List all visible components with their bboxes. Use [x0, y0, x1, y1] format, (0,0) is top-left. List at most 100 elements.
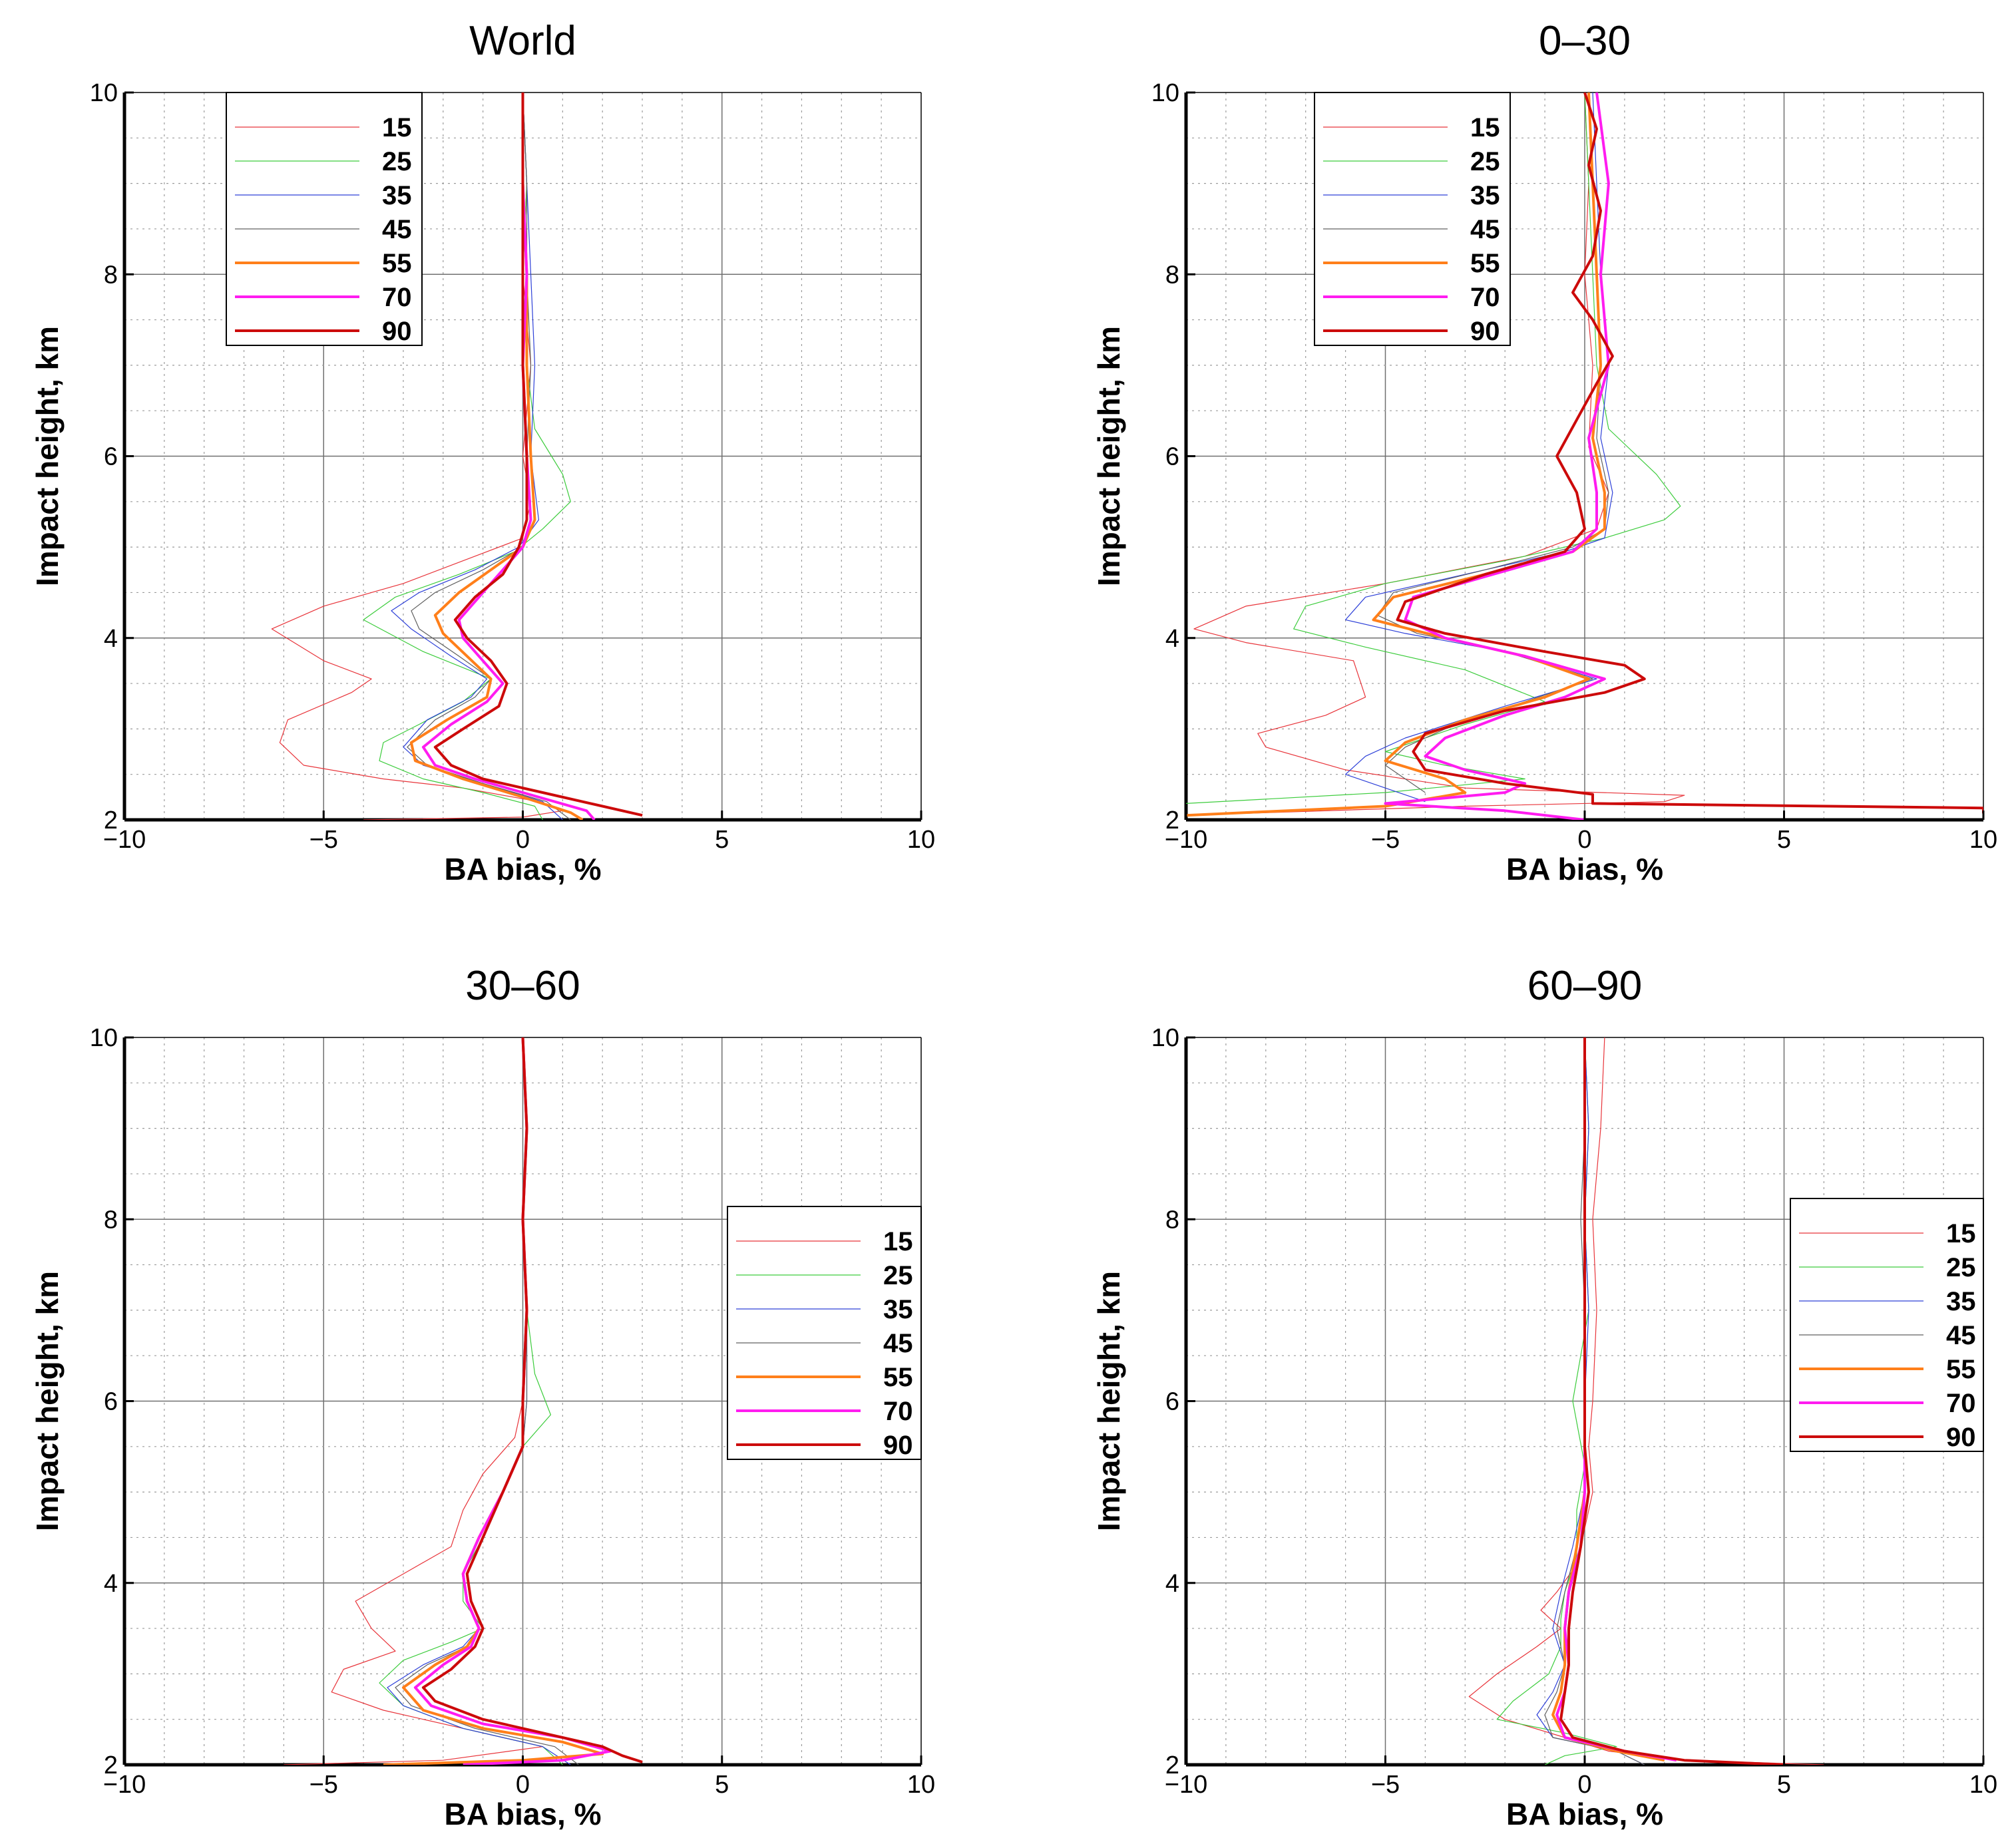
legend-label-15: 15 [382, 113, 412, 142]
x-tick-label: −10 [103, 1771, 146, 1799]
series-line-45 [1544, 1037, 1645, 1765]
legend-label-15: 15 [1470, 113, 1500, 142]
x-tick-label: −5 [1371, 826, 1400, 854]
x-tick-label: 0 [516, 1771, 530, 1799]
legend-label-25: 25 [1470, 147, 1500, 176]
legend-label-70: 70 [883, 1397, 913, 1426]
y-tick-label: 2 [1165, 807, 1179, 834]
x-tick-label: −5 [309, 1771, 338, 1799]
legend-box [226, 92, 423, 346]
legend-label-25: 25 [883, 1261, 913, 1290]
legend-label-70: 70 [382, 283, 412, 312]
series-line-90 [1559, 1037, 1784, 1765]
legend-label-90: 90 [382, 317, 412, 346]
legend-label-70: 70 [1470, 283, 1500, 312]
y-axis-label: Impact height, km [30, 326, 65, 586]
y-axis-label: Impact height, km [1092, 1271, 1126, 1531]
chart-panel-3: −10 −5 0 5 10 2 4 6 8 10 30–60 BA bias, % Impact hei… [30, 963, 935, 1830]
y-tick-label: 4 [1165, 625, 1179, 653]
y-tick-label: 6 [104, 1388, 118, 1416]
series-group [284, 1037, 643, 1765]
y-tick-label: 4 [104, 625, 118, 653]
series-group [1186, 92, 1983, 820]
series-line-90 [1396, 92, 1983, 814]
legend: 15 25 35 45 55 70 90 [1314, 92, 1511, 346]
x-tick-label: 5 [715, 826, 729, 854]
y-tick-label: 6 [1165, 1388, 1179, 1416]
x-tick-label: −10 [103, 826, 146, 854]
series-line-15 [1468, 1037, 1824, 1765]
legend-label-25: 25 [382, 147, 412, 176]
legend-label-35: 35 [1946, 1287, 1976, 1316]
legend-label-35: 35 [883, 1295, 913, 1324]
legend-label-55: 55 [883, 1363, 913, 1392]
y-tick-label: 8 [1165, 1206, 1179, 1234]
y-tick-label: 4 [1165, 1570, 1179, 1598]
legend-label-55: 55 [382, 249, 412, 278]
x-axis-label: BA bias, % [1506, 1797, 1663, 1830]
chart-title: 30–60 [465, 963, 580, 1009]
y-tick-label: 4 [104, 1570, 118, 1598]
y-tick-label: 2 [1165, 1751, 1179, 1779]
legend-label-90: 90 [1470, 317, 1500, 346]
x-tick-label: 5 [715, 1771, 729, 1799]
x-tick-label: −10 [1165, 826, 1207, 854]
legend-label-55: 55 [1946, 1355, 1976, 1384]
x-tick-label: 0 [1577, 1771, 1591, 1799]
legend-box [1790, 1198, 1984, 1452]
x-tick-label: 10 [907, 1771, 935, 1799]
legend: 15 25 35 45 55 70 90 [1790, 1198, 1984, 1452]
x-tick-label: −5 [309, 826, 338, 854]
x-axis-label: BA bias, % [444, 852, 601, 886]
legend: 15 25 35 45 55 70 90 [226, 92, 423, 346]
chart-title: World [469, 18, 576, 64]
y-tick-label: 6 [1165, 443, 1179, 471]
y-tick-label: 10 [90, 1024, 118, 1052]
x-tick-label: 0 [516, 826, 530, 854]
series-line-15 [1186, 92, 1685, 816]
series-line-45 [407, 92, 571, 820]
x-tick-label: 5 [1777, 826, 1791, 854]
legend-box [1314, 92, 1511, 346]
legend-label-45: 45 [883, 1329, 913, 1358]
series-line-25 [363, 92, 571, 820]
y-tick-label: 2 [104, 807, 118, 834]
chart-panel-1: −10 −5 0 5 10 2 4 6 8 10 World BA bias, % Impact hei… [30, 18, 935, 886]
series-line-90 [421, 1037, 643, 1763]
y-tick-label: 8 [104, 1206, 118, 1234]
chart-panel-4: −10 −5 0 5 10 2 4 6 8 10 60–90 BA bias, % Impact hei… [1092, 963, 1997, 1830]
legend-label-35: 35 [382, 181, 412, 210]
y-tick-label: 6 [104, 443, 118, 471]
y-tick-label: 10 [1151, 79, 1179, 107]
x-tick-label: 0 [1577, 826, 1591, 854]
legend-label-90: 90 [883, 1431, 913, 1460]
legend-label-25: 25 [1946, 1253, 1976, 1282]
x-tick-label: −10 [1165, 1771, 1207, 1799]
gridlines [1186, 92, 1983, 820]
x-tick-label: 10 [1969, 1771, 1997, 1799]
x-tick-label: 10 [1969, 826, 1997, 854]
series-line-25 [1186, 92, 1681, 804]
y-axis-label: Impact height, km [1092, 326, 1126, 586]
chart-panel-2: −10 −5 0 5 10 2 4 6 8 10 0–30 BA bias, % Impact heig… [1092, 18, 1997, 886]
series-line-55 [409, 92, 584, 820]
chart-title: 0–30 [1539, 18, 1631, 64]
series-group [271, 92, 643, 820]
chart-title: 60–90 [1527, 963, 1642, 1009]
legend: 15 25 35 45 55 70 90 [727, 1206, 922, 1460]
legend-label-90: 90 [1946, 1423, 1976, 1452]
legend-label-45: 45 [382, 215, 412, 244]
gridlines [124, 92, 921, 820]
legend-label-45: 45 [1946, 1321, 1976, 1350]
x-axis-label: BA bias, % [1506, 852, 1663, 886]
legend-label-15: 15 [1946, 1219, 1976, 1248]
y-tick-label: 8 [104, 261, 118, 289]
x-tick-label: 10 [907, 826, 935, 854]
series-line-35 [1536, 1037, 1645, 1765]
series-group [1468, 1037, 1824, 1765]
y-tick-label: 10 [90, 79, 118, 107]
legend-label-45: 45 [1470, 215, 1500, 244]
series-line-55 [1186, 92, 1606, 817]
y-axis-label: Impact height, km [30, 1271, 65, 1531]
